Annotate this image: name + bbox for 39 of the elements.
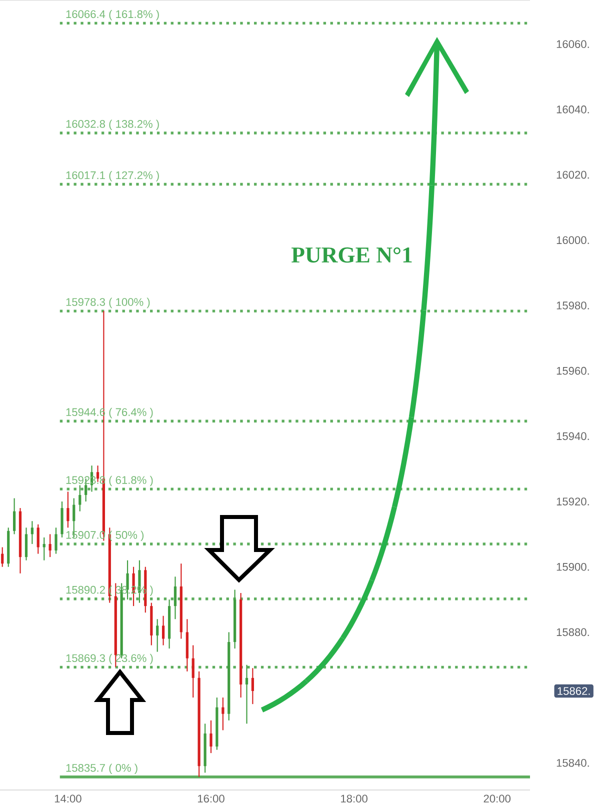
candlestick — [36, 524, 40, 554]
candlestick — [30, 520, 34, 545]
candlestick — [251, 668, 254, 705]
candlestick — [210, 720, 212, 754]
candlestick — [174, 576, 177, 620]
ref-line-label: 16066.4 ( 161.8% ) — [66, 10, 159, 20]
y-tick-label: 15940. — [556, 432, 589, 440]
y-tick-label: 15840. — [556, 758, 589, 767]
candlestick — [12, 498, 16, 535]
y-tick-label: 15920. — [556, 498, 589, 506]
y-tick-label: 16020. — [556, 170, 589, 179]
text: 15862. — [558, 687, 590, 695]
y-tick-label: 15900. — [556, 562, 589, 571]
y-tick-label: 16060. — [556, 40, 589, 48]
x-tick-label: 16:00 — [198, 794, 224, 803]
candlestick — [156, 618, 159, 652]
y-tick-label: 15880. — [556, 628, 589, 636]
candlestick — [245, 664, 248, 724]
y-tick-label: 16040. — [556, 106, 589, 114]
y-tick-label: 15980. — [556, 302, 589, 310]
candlestick — [24, 527, 28, 561]
candlestick — [222, 697, 224, 731]
y-tick-label: 15960. — [556, 366, 589, 375]
candlestick — [192, 644, 194, 698]
ref-line-label: 16017.1 ( 127.2% ) — [66, 171, 159, 182]
x-tick-label: 20:00 — [484, 794, 511, 803]
ref-line-label: 16032.8 ( 138.2% ) — [66, 120, 159, 130]
candlestick — [78, 484, 82, 512]
ref-line-label: 15978.3 ( 100% ) — [66, 298, 150, 308]
annotation: PURGE N°1 — [292, 247, 412, 263]
y-tick-label: 16000. — [556, 236, 589, 244]
candlestick — [66, 491, 70, 528]
ref-line-label: 15835.7 ( 0% ) — [66, 764, 138, 774]
candlestick — [48, 534, 52, 558]
x-tick-label: 14:00 — [54, 794, 82, 803]
candlestick — [162, 615, 165, 646]
candlestick — [54, 527, 58, 554]
candlestick — [1, 546, 4, 568]
x-tick-label: 18:00 — [341, 794, 368, 803]
